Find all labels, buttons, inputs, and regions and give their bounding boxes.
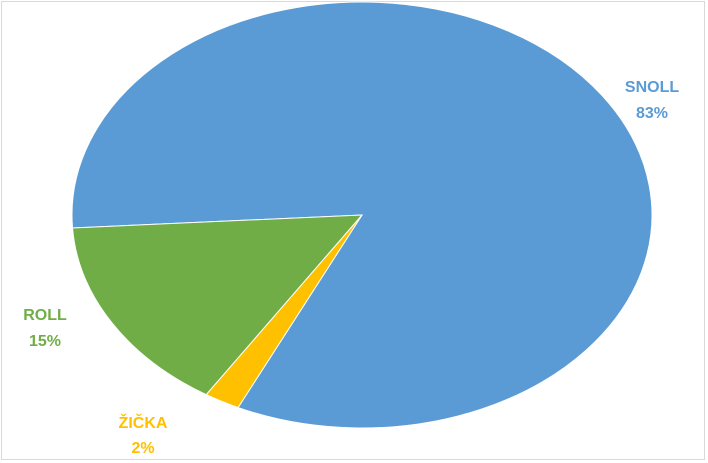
data-label-percentage: 15% <box>29 333 61 350</box>
data-label-percentage: 2% <box>131 440 154 457</box>
data-label-percentage: 83% <box>636 105 668 122</box>
data-label-category: ŽIČKA <box>119 413 168 432</box>
pie-slice-roll <box>71 214 364 396</box>
pie-data-labels: SNOLL 83% ROLL 15% ŽIČKA 2% <box>23 79 679 457</box>
pie-slices <box>71 1 653 429</box>
data-label-category: SNOLL <box>625 79 679 96</box>
data-label-category: ROLL <box>23 307 67 324</box>
